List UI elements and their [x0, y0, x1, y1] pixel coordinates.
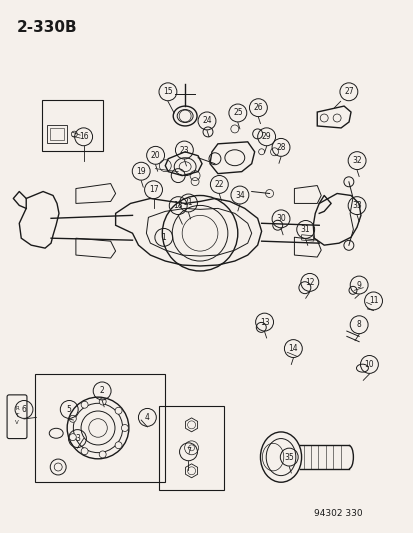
Text: 2-330B: 2-330B	[16, 20, 77, 35]
Text: 14: 14	[288, 344, 297, 353]
Circle shape	[115, 407, 122, 414]
Text: 13: 13	[259, 318, 269, 327]
Text: 2: 2	[100, 386, 104, 395]
Text: 19: 19	[136, 167, 146, 176]
Text: T: T	[15, 413, 19, 418]
Text: 94302 330: 94302 330	[313, 509, 362, 518]
Text: 23: 23	[179, 146, 189, 155]
Text: 18: 18	[173, 201, 183, 210]
Text: 34: 34	[235, 190, 244, 199]
Text: 29: 29	[261, 132, 271, 141]
Text: 9: 9	[356, 280, 361, 289]
Text: 17: 17	[148, 185, 158, 194]
Text: 15: 15	[163, 87, 172, 96]
Text: 24: 24	[202, 116, 211, 125]
Text: 33: 33	[351, 201, 361, 210]
Text: 12: 12	[304, 278, 314, 287]
Text: 28: 28	[275, 143, 285, 152]
Text: 6: 6	[21, 405, 26, 414]
Text: 8: 8	[356, 320, 361, 329]
Text: 4: 4	[145, 413, 150, 422]
Text: R: R	[15, 406, 19, 411]
Text: 11: 11	[368, 296, 377, 305]
Circle shape	[115, 442, 122, 449]
Text: 25: 25	[233, 109, 242, 117]
Text: 21: 21	[183, 198, 193, 207]
Text: 3: 3	[75, 434, 80, 443]
Text: 20: 20	[150, 151, 160, 160]
Text: 5: 5	[66, 405, 71, 414]
Circle shape	[81, 401, 88, 408]
Text: 1: 1	[161, 233, 166, 242]
Text: V: V	[15, 420, 19, 425]
Circle shape	[99, 398, 106, 405]
Circle shape	[69, 434, 76, 441]
Text: 32: 32	[351, 156, 361, 165]
Text: 31: 31	[300, 225, 310, 234]
Text: 10: 10	[364, 360, 373, 369]
Text: 30: 30	[275, 214, 285, 223]
Text: 16: 16	[78, 132, 88, 141]
Circle shape	[99, 451, 106, 458]
Text: 35: 35	[284, 453, 293, 462]
Text: 27: 27	[343, 87, 353, 96]
Circle shape	[121, 424, 128, 431]
Text: 7: 7	[185, 447, 190, 456]
Circle shape	[81, 448, 88, 455]
Circle shape	[69, 415, 76, 422]
Text: 22: 22	[214, 180, 223, 189]
Text: 26: 26	[253, 103, 263, 112]
